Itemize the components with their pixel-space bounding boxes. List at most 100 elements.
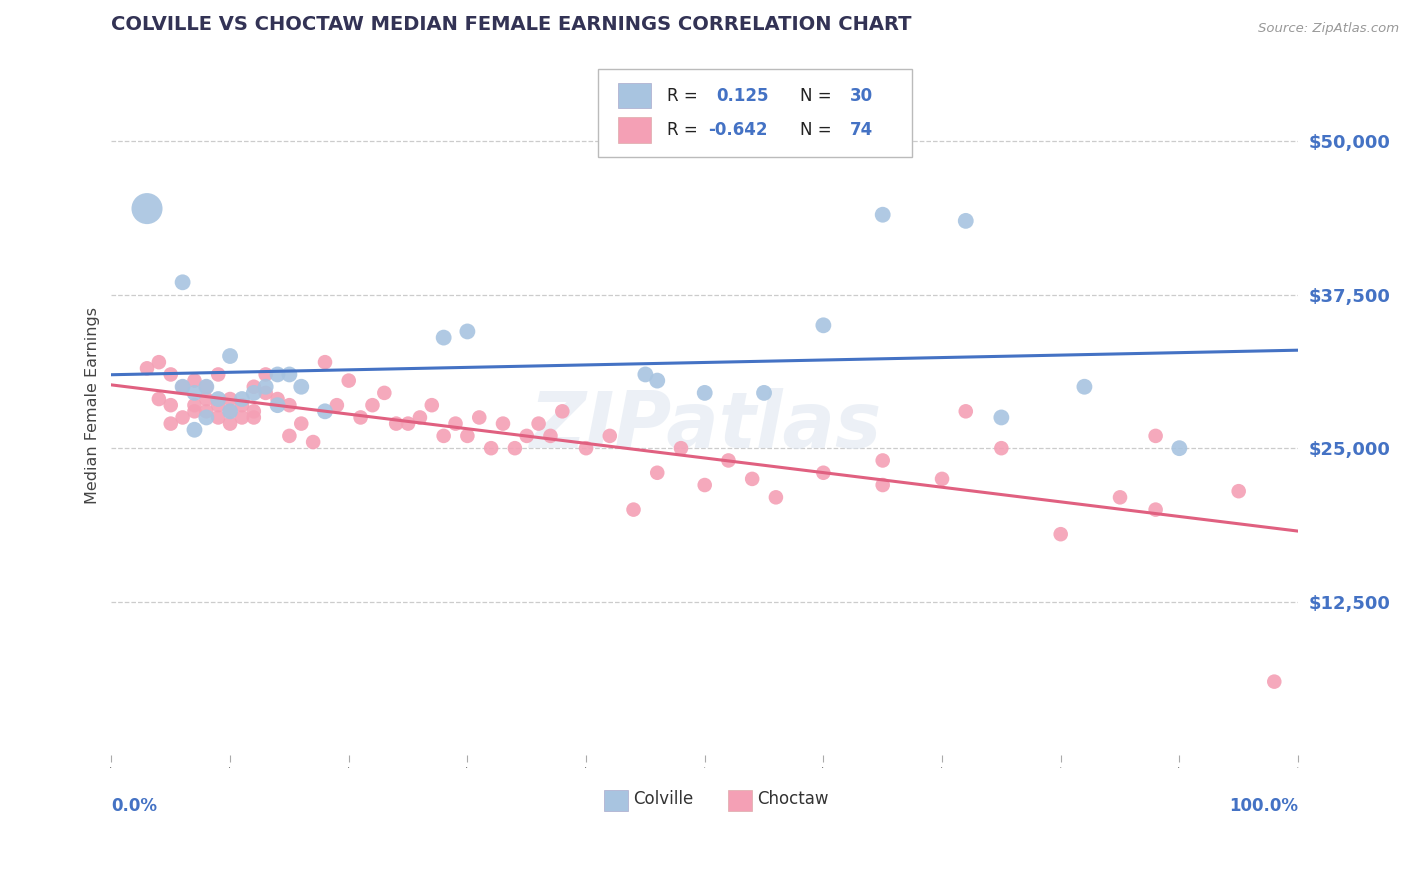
Text: Source: ZipAtlas.com: Source: ZipAtlas.com — [1258, 22, 1399, 36]
FancyBboxPatch shape — [598, 69, 912, 157]
Point — [314, 355, 336, 369]
Point — [645, 374, 668, 388]
Point — [492, 417, 515, 431]
Point — [136, 202, 159, 216]
Point — [290, 380, 312, 394]
Point — [136, 361, 159, 376]
Point — [420, 398, 443, 412]
Point — [479, 441, 502, 455]
Point — [433, 429, 456, 443]
Point — [645, 466, 668, 480]
Point — [396, 417, 419, 431]
Point — [243, 380, 266, 394]
Point — [1227, 484, 1250, 499]
Point — [1073, 380, 1095, 394]
Point — [361, 398, 384, 412]
Point — [278, 368, 301, 382]
Point — [1168, 441, 1191, 455]
Point — [433, 330, 456, 344]
Point — [159, 398, 181, 412]
Point — [195, 404, 218, 418]
Point — [183, 423, 205, 437]
Point — [765, 491, 787, 505]
Point — [183, 374, 205, 388]
Point — [813, 466, 835, 480]
Point — [872, 208, 894, 222]
Point — [444, 417, 467, 431]
Point — [717, 453, 740, 467]
Text: 0.0%: 0.0% — [111, 797, 157, 815]
Point — [314, 404, 336, 418]
Point — [243, 385, 266, 400]
Point — [159, 417, 181, 431]
Point — [1144, 502, 1167, 516]
Text: 100.0%: 100.0% — [1229, 797, 1298, 815]
Point — [669, 441, 692, 455]
Point — [302, 435, 325, 450]
Point — [693, 385, 716, 400]
Point — [254, 368, 277, 382]
Text: 0.125: 0.125 — [717, 87, 769, 104]
Point — [1109, 491, 1132, 505]
Point — [326, 398, 349, 412]
Point — [634, 368, 657, 382]
Point — [219, 404, 242, 418]
Point — [955, 404, 977, 418]
Point — [148, 392, 170, 406]
FancyBboxPatch shape — [619, 118, 651, 143]
Point — [1049, 527, 1071, 541]
Point — [231, 398, 253, 412]
Text: N =: N = — [800, 121, 831, 139]
Point — [172, 410, 194, 425]
Point — [456, 429, 478, 443]
Point — [872, 453, 894, 467]
Text: 30: 30 — [849, 87, 873, 104]
Point — [456, 325, 478, 339]
Point — [266, 398, 288, 412]
Point — [503, 441, 526, 455]
Point — [752, 385, 775, 400]
Point — [551, 404, 574, 418]
Point — [872, 478, 894, 492]
Point — [349, 410, 371, 425]
Point — [990, 441, 1012, 455]
Point — [373, 385, 395, 400]
Point — [219, 404, 242, 418]
Point — [207, 410, 229, 425]
Point — [254, 385, 277, 400]
Point — [623, 502, 645, 516]
Text: R =: R = — [666, 87, 697, 104]
Point — [183, 404, 205, 418]
Point — [219, 349, 242, 363]
Point — [527, 417, 550, 431]
Point — [243, 404, 266, 418]
Point — [195, 380, 218, 394]
Point — [183, 398, 205, 412]
FancyBboxPatch shape — [619, 83, 651, 108]
Point — [931, 472, 953, 486]
Text: ZIPatlas: ZIPatlas — [529, 388, 880, 464]
Point — [409, 410, 432, 425]
Point — [172, 380, 194, 394]
Text: Choctaw: Choctaw — [756, 790, 828, 808]
Point — [385, 417, 408, 431]
Point — [148, 355, 170, 369]
Point — [195, 410, 218, 425]
Point — [741, 472, 763, 486]
Point — [693, 478, 716, 492]
Point — [955, 214, 977, 228]
Point — [1263, 674, 1285, 689]
Point — [278, 398, 301, 412]
Point — [337, 374, 360, 388]
Point — [540, 429, 562, 443]
Point — [990, 410, 1012, 425]
Point — [219, 392, 242, 406]
Point — [159, 368, 181, 382]
Point — [1144, 429, 1167, 443]
Point — [468, 410, 491, 425]
Point — [575, 441, 598, 455]
Y-axis label: Median Female Earnings: Median Female Earnings — [86, 307, 100, 504]
Point — [207, 398, 229, 412]
Point — [207, 368, 229, 382]
Text: COLVILLE VS CHOCTAW MEDIAN FEMALE EARNINGS CORRELATION CHART: COLVILLE VS CHOCTAW MEDIAN FEMALE EARNIN… — [111, 15, 912, 34]
